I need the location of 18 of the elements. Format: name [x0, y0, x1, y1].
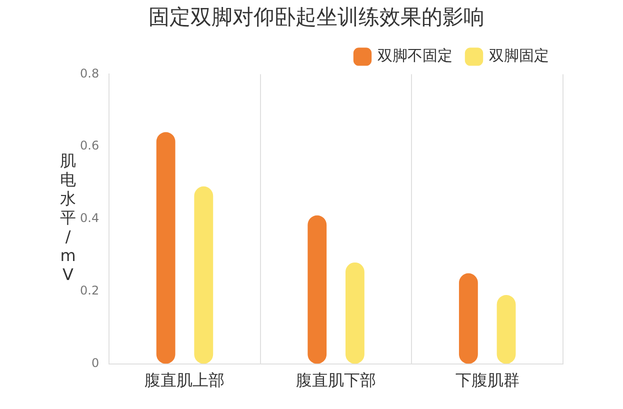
y-tick-label: 0: [91, 356, 100, 370]
bar: [496, 295, 516, 364]
bar: [156, 132, 176, 364]
y-tick-label: 0.2: [80, 284, 100, 298]
x-tick-label: 下腹肌群: [455, 370, 520, 390]
x-tick-label: 腹直肌上部: [144, 370, 225, 390]
bar: [194, 186, 214, 364]
y-tick-label: 0.6: [80, 138, 100, 153]
bar: [458, 273, 478, 364]
bar: [346, 262, 364, 364]
y-tick-label: 0.4: [80, 211, 100, 226]
bar: [308, 215, 327, 364]
chart-title: 固定双脚对仰卧起坐训练效果的影响: [148, 5, 484, 30]
legend-label: 双脚不固定: [378, 46, 452, 65]
x-tick-label: 腹直肌下部: [296, 370, 376, 390]
y-tick-label: 0.8: [80, 66, 100, 80]
y-axis-title: 肌电水平/mV: [60, 151, 76, 284]
legend-label: 双脚固定: [489, 46, 549, 65]
